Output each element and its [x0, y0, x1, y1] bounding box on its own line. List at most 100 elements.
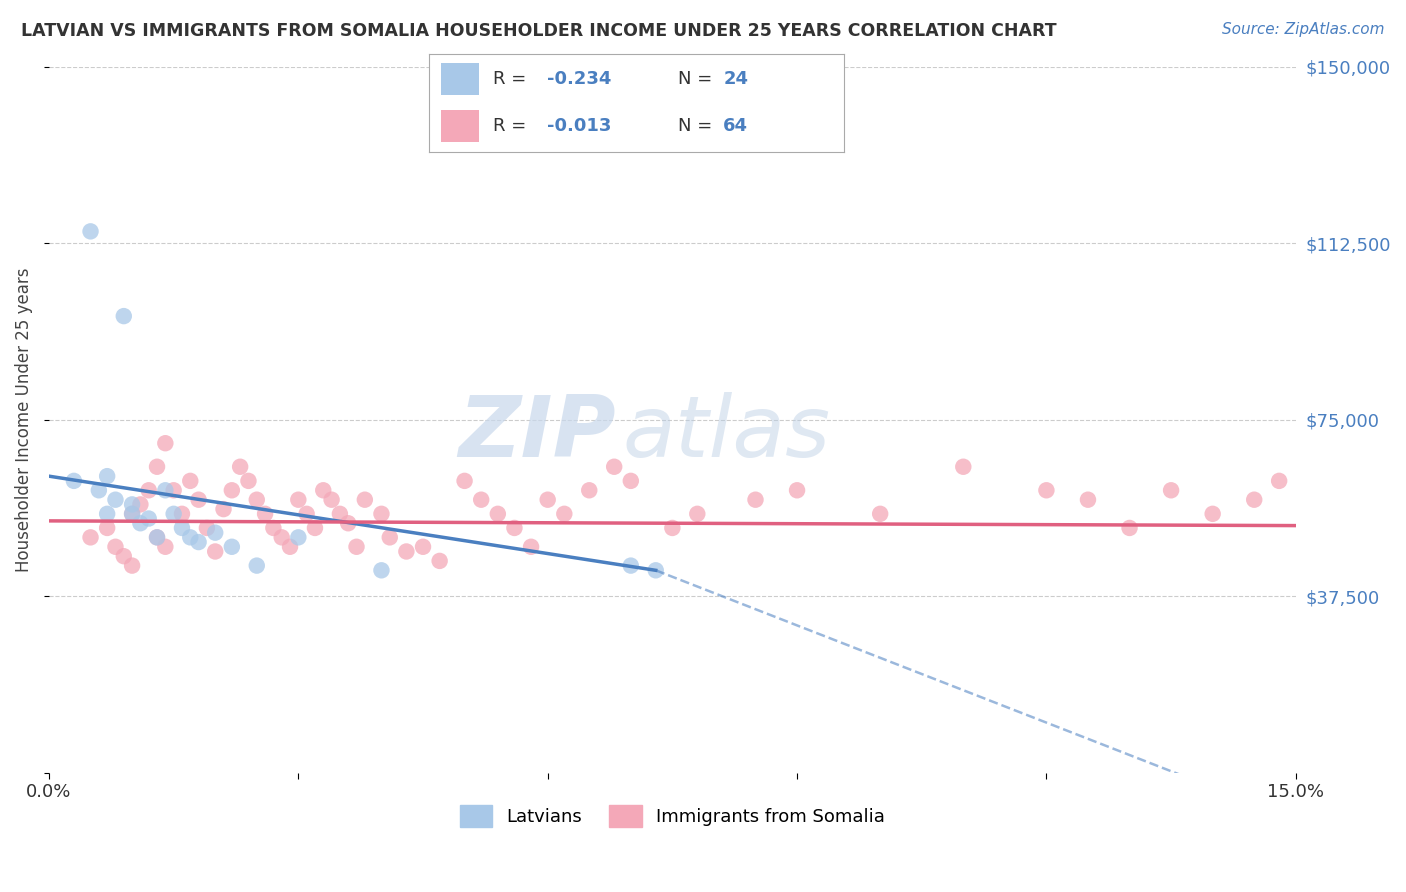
Point [312, 483, 335, 498]
Point [163, 507, 186, 521]
Point [79, 530, 101, 544]
Point [187, 492, 209, 507]
Point [287, 492, 309, 507]
Point [1268, 474, 1291, 488]
Point [96, 521, 118, 535]
Point [146, 459, 169, 474]
Text: 64: 64 [723, 117, 748, 135]
Point [96, 469, 118, 483]
Point [337, 516, 360, 531]
Text: Source: ZipAtlas.com: Source: ZipAtlas.com [1222, 22, 1385, 37]
Point [378, 530, 401, 544]
Point [254, 507, 277, 521]
Point [121, 507, 143, 521]
Point [620, 474, 643, 488]
Point [221, 483, 243, 498]
Point [146, 530, 169, 544]
Point [155, 483, 177, 498]
Text: -0.234: -0.234 [547, 70, 612, 88]
Text: R =: R = [494, 117, 531, 135]
Point [1118, 521, 1140, 535]
Point [412, 540, 434, 554]
Point [429, 554, 451, 568]
Point [470, 492, 492, 507]
Point [179, 530, 201, 544]
Point [155, 436, 177, 450]
Point [503, 521, 526, 535]
Point [295, 507, 318, 521]
Point [112, 309, 135, 323]
Point [187, 535, 209, 549]
Point [353, 492, 375, 507]
Text: R =: R = [494, 70, 531, 88]
Point [104, 540, 127, 554]
Point [138, 511, 160, 525]
Point [121, 497, 143, 511]
Point [221, 540, 243, 554]
Point [155, 540, 177, 554]
Point [869, 507, 891, 521]
Point [170, 521, 193, 535]
Point [278, 540, 301, 554]
Text: LATVIAN VS IMMIGRANTS FROM SOMALIA HOUSEHOLDER INCOME UNDER 25 YEARS CORRELATION: LATVIAN VS IMMIGRANTS FROM SOMALIA HOUSE… [21, 22, 1057, 40]
Legend: Latvians, Immigrants from Somalia: Latvians, Immigrants from Somalia [453, 797, 893, 834]
Point [104, 492, 127, 507]
Point [87, 483, 110, 498]
Point [1243, 492, 1265, 507]
Point [170, 507, 193, 521]
Point [603, 459, 626, 474]
Point [370, 563, 392, 577]
Point [204, 544, 226, 558]
Point [246, 492, 269, 507]
Text: -0.013: -0.013 [547, 117, 612, 135]
Point [212, 502, 235, 516]
Point [270, 530, 292, 544]
Text: ZIP: ZIP [458, 392, 616, 475]
Point [96, 507, 118, 521]
Text: atlas: atlas [623, 392, 831, 475]
Point [246, 558, 269, 573]
Point [304, 521, 326, 535]
Point [744, 492, 766, 507]
Point [121, 558, 143, 573]
Point [1077, 492, 1099, 507]
Point [238, 474, 260, 488]
Point [553, 507, 575, 521]
Point [321, 492, 343, 507]
Text: N =: N = [678, 70, 717, 88]
Point [204, 525, 226, 540]
Point [229, 459, 252, 474]
Point [63, 474, 86, 488]
Point [370, 507, 392, 521]
FancyBboxPatch shape [441, 63, 478, 95]
Point [138, 483, 160, 498]
Point [1035, 483, 1057, 498]
Point [79, 224, 101, 238]
Point [786, 483, 808, 498]
Text: N =: N = [678, 117, 717, 135]
Point [129, 497, 152, 511]
FancyBboxPatch shape [441, 111, 478, 142]
Point [486, 507, 509, 521]
Point [578, 483, 600, 498]
Point [179, 474, 201, 488]
Point [287, 530, 309, 544]
Point [146, 530, 169, 544]
Point [112, 549, 135, 564]
Point [686, 507, 709, 521]
Point [453, 474, 475, 488]
Point [620, 558, 643, 573]
Point [520, 540, 543, 554]
Point [1160, 483, 1182, 498]
Point [644, 563, 666, 577]
Point [1201, 507, 1223, 521]
Y-axis label: Householder Income Under 25 years: Householder Income Under 25 years [15, 268, 32, 572]
Point [661, 521, 683, 535]
Point [195, 521, 218, 535]
Point [952, 459, 974, 474]
Point [129, 516, 152, 531]
Text: 24: 24 [723, 70, 748, 88]
Point [262, 521, 284, 535]
Point [346, 540, 368, 554]
Point [395, 544, 418, 558]
